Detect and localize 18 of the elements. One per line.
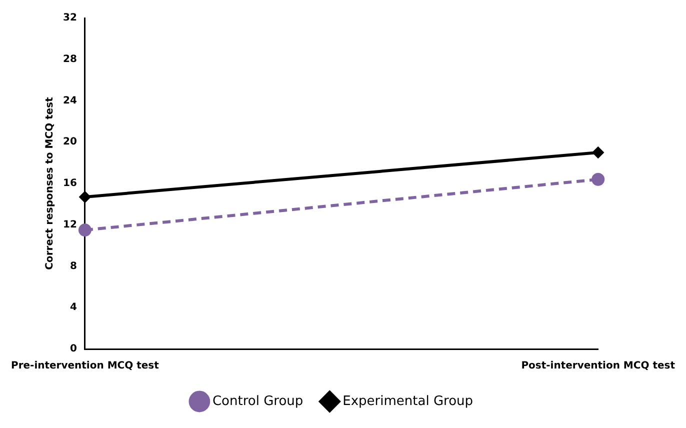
x-tick-label: Post-intervention MCQ test <box>521 360 676 372</box>
y-axis-title: Correct responses to MCQ test <box>44 96 56 270</box>
y-tick-label: 32 <box>63 12 77 24</box>
y-tick-label: 8 <box>70 260 77 272</box>
y-tick-label: 16 <box>63 178 77 190</box>
legend-label: Experimental Group <box>342 394 474 409</box>
legend-label: Control Group <box>212 394 304 409</box>
y-tick-label: 0 <box>70 344 77 355</box>
y-tick-label: 12 <box>63 219 77 230</box>
y-tick-label: 20 <box>63 136 77 148</box>
point <box>78 224 92 237</box>
point <box>592 146 604 158</box>
x-tick-label: Pre-intervention MCQ test <box>10 360 160 372</box>
y-tick-label: 4 <box>70 302 77 314</box>
point <box>592 172 605 186</box>
point <box>79 191 90 202</box>
y-tick-label: 28 <box>63 54 77 65</box>
y-tick-label: 24 <box>63 95 77 106</box>
